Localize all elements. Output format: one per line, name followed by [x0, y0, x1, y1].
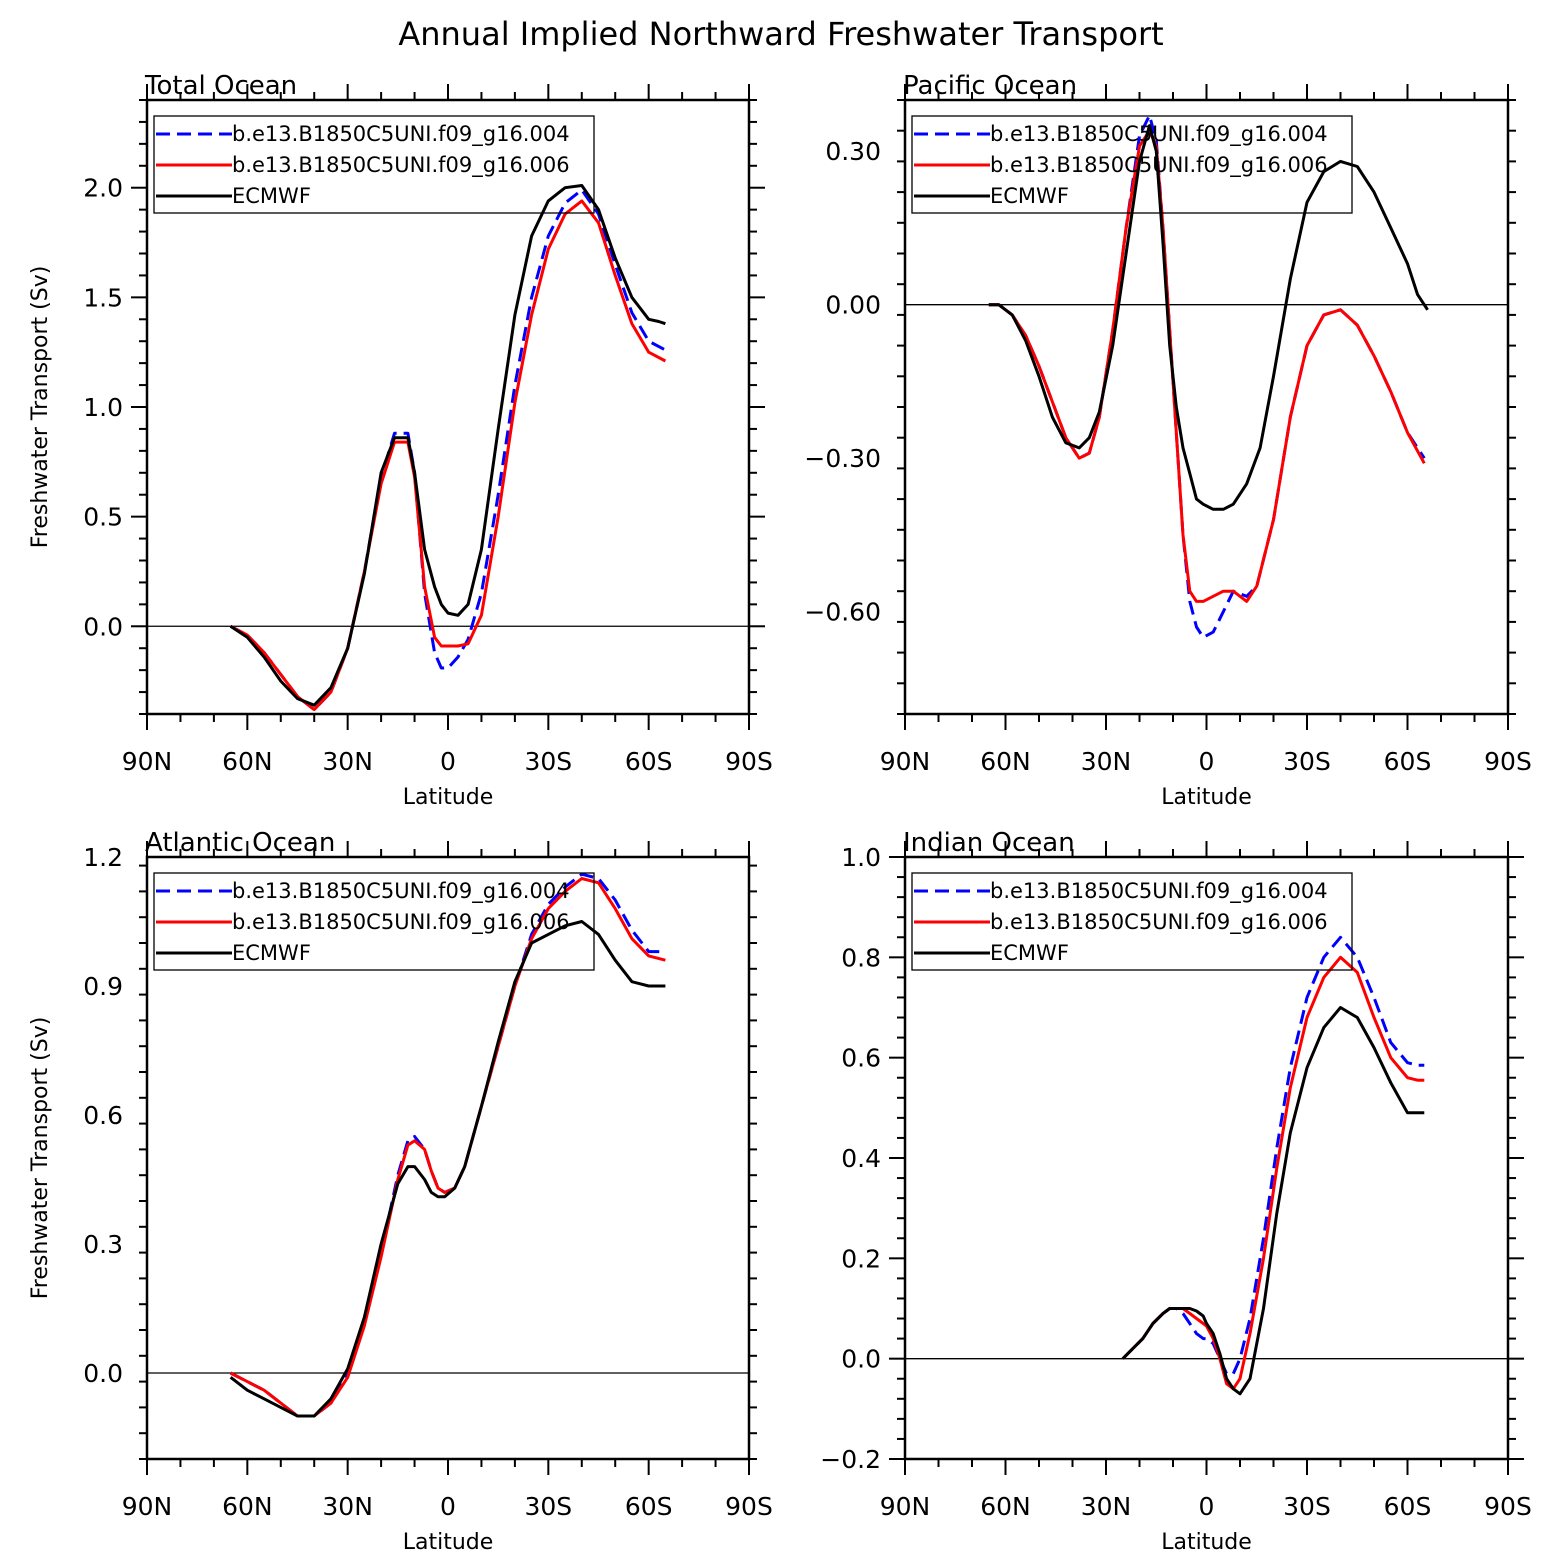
x-tick-label: 0 [1199, 1492, 1215, 1521]
series-line-3 [229, 184, 666, 707]
chart-panel-2: Pacific Ocean 0.30 0.00 −0.30 −0.60 90N 60N 30N… [804, 71, 1531, 810]
panel-title: Atlantic Ocean [145, 828, 335, 858]
y-tick-label: 0.5 [83, 503, 123, 532]
plot-frame [903, 855, 1510, 1461]
x-tick-label: 60N [980, 747, 1031, 776]
legend-box [153, 872, 595, 971]
y-tick-label: 0.0 [841, 1345, 881, 1374]
y-axis-label: Freshwater Transport (Sv) [28, 1017, 53, 1300]
x-tick-label: 30N [322, 747, 373, 776]
y-tick-label: 1.5 [83, 283, 123, 312]
y-tick-label: 0.9 [83, 972, 123, 1001]
x-tick-label: 30S [1283, 1492, 1331, 1521]
y-tick-label: 0.4 [841, 1144, 881, 1173]
panel-title: Pacific Ocean [903, 71, 1077, 101]
x-tick-label: 30N [1081, 747, 1132, 776]
x-tick-label: 60S [1384, 1492, 1432, 1521]
x-axis-label: Latitude [1161, 785, 1252, 810]
legend-label: b.e13.B1850C5UNI.f09_g16.006 [990, 910, 1328, 935]
x-tick-label: 30N [322, 1492, 373, 1521]
y-tick-label: 1.0 [83, 393, 123, 422]
x-tick-label: 90S [725, 1492, 773, 1521]
y-tick-label: 0.0 [83, 1359, 123, 1388]
y-tick-label: 0.3 [83, 1230, 123, 1259]
legend-label: ECMWF [232, 941, 311, 965]
x-tick-label: 30S [524, 747, 572, 776]
y-tick-label: 1.0 [841, 843, 881, 872]
chart-panel-1: Total Ocean 0.0 0.5 1.0 1.5 2.0 90N 60N 30N 0 30S 6… [28, 71, 773, 810]
x-tick-label: 90S [1484, 747, 1532, 776]
series-line-3 [1121, 1006, 1425, 1396]
legend-box [911, 115, 1353, 214]
y-tick-label: 0.30 [825, 137, 881, 166]
x-tick-label: 90N [880, 747, 931, 776]
y-tick-label: −0.60 [804, 598, 881, 627]
y-tick-label: −0.30 [804, 444, 881, 473]
x-tick-label: 0 [440, 1492, 456, 1521]
x-tick-label: 30S [1283, 747, 1331, 776]
panel-title: Indian Ocean [903, 828, 1075, 858]
x-axis-label: Latitude [1161, 1530, 1252, 1555]
legend-label: b.e13.B1850C5UNI.f09_g16.004 [990, 879, 1328, 904]
panel-title: Total Ocean [144, 71, 297, 101]
legend-label: ECMWF [990, 941, 1069, 965]
legend-label: b.e13.B1850C5UNI.f09_g16.004 [990, 122, 1328, 147]
x-tick-label: 0 [440, 747, 456, 776]
x-tick-label: 30S [524, 1492, 572, 1521]
legend-label: b.e13.B1850C5UNI.f09_g16.004 [232, 879, 570, 904]
x-tick-label: 60S [625, 747, 673, 776]
x-tick-label: 60S [1384, 747, 1432, 776]
legend-label: b.e13.B1850C5UNI.f09_g16.006 [990, 153, 1328, 178]
x-tick-label: 60S [625, 1492, 673, 1521]
legend-label: b.e13.B1850C5UNI.f09_g16.006 [232, 153, 570, 178]
legend-box [153, 115, 595, 214]
x-tick-label: 0 [1199, 747, 1215, 776]
legend: b.e13.B1850C5UNI.f09_g16.004 b.e13.B1850C… [911, 115, 1353, 214]
y-tick-label: 0.2 [841, 1244, 881, 1273]
y-tick-label: 0.00 [825, 291, 881, 320]
y-tick-label: 0.8 [841, 943, 881, 972]
plot-frame [903, 98, 1510, 716]
series-line-2 [1121, 955, 1425, 1391]
legend: b.e13.B1850C5UNI.f09_g16.004 b.e13.B1850C… [153, 115, 595, 214]
legend: b.e13.B1850C5UNI.f09_g16.004 b.e13.B1850C… [153, 872, 595, 971]
legend-label: ECMWF [990, 184, 1069, 208]
x-tick-label: 30N [1081, 1492, 1132, 1521]
y-tick-label: 0.6 [841, 1044, 881, 1073]
x-tick-label: 60N [222, 1492, 273, 1521]
series-line-3 [988, 124, 1429, 511]
y-tick-label: 1.2 [83, 843, 123, 872]
x-tick-label: 90N [880, 1492, 931, 1521]
legend-label: ECMWF [232, 184, 311, 208]
x-axis-label: Latitude [403, 785, 494, 810]
y-tick-label: 2.0 [83, 174, 123, 203]
plot-frame [145, 98, 751, 716]
x-tick-label: 90N [122, 747, 173, 776]
y-axis-label: Freshwater Transport (Sv) [28, 266, 53, 549]
x-tick-label: 90N [122, 1492, 173, 1521]
y-tick-label: −0.2 [820, 1445, 881, 1474]
x-tick-label: 60N [980, 1492, 1031, 1521]
x-tick-label: 90S [725, 747, 773, 776]
legend-label: b.e13.B1850C5UNI.f09_g16.004 [232, 122, 570, 147]
legend-label: b.e13.B1850C5UNI.f09_g16.006 [232, 910, 570, 935]
chart-panel-3: Atlantic Ocean 0.0 0.3 0.6 0.9 1.2 90N 60N 30N 0 3… [28, 828, 773, 1555]
series-line-3 [229, 920, 666, 1418]
y-tick-label: 0.0 [83, 612, 123, 641]
plot-frame [145, 855, 751, 1461]
legend-box [911, 872, 1353, 971]
series-line-2 [988, 129, 1426, 603]
legend: b.e13.B1850C5UNI.f09_g16.004 b.e13.B1850C… [911, 872, 1353, 971]
series-line-2 [229, 199, 667, 712]
chart-panel-4: Indian Ocean 1.0 0.8 0.6 0.4 0.2 0.0 −0.2 90N 60N… [820, 828, 1532, 1555]
x-tick-label: 90S [1484, 1492, 1532, 1521]
x-axis-label: Latitude [403, 1530, 494, 1555]
figure-title: Annual Implied Northward Freshwater Tran… [398, 15, 1163, 53]
x-tick-label: 60N [222, 747, 273, 776]
y-tick-label: 0.6 [83, 1101, 123, 1130]
series-line-1 [229, 188, 667, 712]
